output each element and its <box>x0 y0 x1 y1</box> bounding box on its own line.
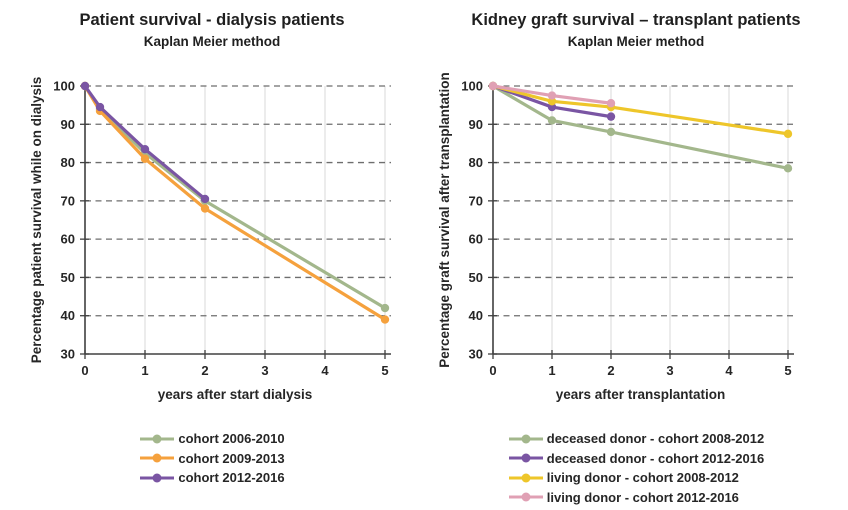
legend-item: living donor - cohort 2008-2012 <box>508 468 764 488</box>
y-tick-label: 70 <box>61 193 75 208</box>
y-axis-title: Percentage patient survival while on dia… <box>29 77 44 364</box>
legend-label: deceased donor - cohort 2012-2016 <box>546 450 765 466</box>
legend-label: cohort 2009-2013 <box>178 450 285 466</box>
y-tick-label: 80 <box>469 155 483 170</box>
legend-label: cohort 2012-2016 <box>178 470 285 486</box>
data-point-marker <box>606 127 616 137</box>
data-point-marker <box>606 112 616 121</box>
legend-label: deceased donor - cohort 2008-2012 <box>546 431 765 447</box>
data-point-marker <box>380 303 390 313</box>
x-tick-label: 5 <box>784 363 791 378</box>
y-tick-label: 70 <box>469 193 483 208</box>
x-tick-label: 3 <box>261 363 268 378</box>
y-tick-label: 60 <box>61 232 75 247</box>
x-tick-label: 0 <box>81 363 88 378</box>
dialysis-plot-area: 30 40 50 60 70 80 90 100 0 1 2 3 4 5 years after start… <box>29 77 391 402</box>
legend-label: living donor - cohort 2008-2012 <box>546 470 739 486</box>
data-point-marker <box>547 116 557 125</box>
x-tick-label: 0 <box>489 363 496 378</box>
x-tick-label: 2 <box>607 363 614 378</box>
y-axis-title: Percentage graft survival after transpla… <box>437 72 452 368</box>
x-axis-title: years after start dialysis <box>158 387 313 402</box>
data-point-marker <box>140 144 150 154</box>
chart-title: Kidney graft survival – transplant patie… <box>471 11 801 29</box>
data-point-marker <box>380 315 390 324</box>
legend-marker-icon <box>140 473 175 483</box>
legend-marker-icon <box>508 453 543 463</box>
y-tick-label: 100 <box>461 79 483 94</box>
data-point-marker <box>547 91 557 100</box>
data-point-marker <box>200 194 210 204</box>
x-tick-label: 2 <box>201 363 208 378</box>
data-point-marker <box>200 204 210 213</box>
data-point-marker <box>547 102 557 112</box>
legend-item: cohort 2009-2013 <box>139 449 285 469</box>
x-tick-label: 1 <box>141 363 148 378</box>
y-tick-label: 60 <box>469 232 483 247</box>
y-tick-label: 90 <box>61 117 75 132</box>
data-point-marker <box>606 99 616 108</box>
x-tick-label: 3 <box>666 363 673 378</box>
legend-item: living donor - cohort 2012-2016 <box>508 488 764 508</box>
y-tick-label: 40 <box>469 308 483 323</box>
data-point-marker <box>783 164 793 173</box>
series-line <box>491 84 790 136</box>
series-line <box>83 84 207 201</box>
legend-item: deceased donor - cohort 2008-2012 <box>508 429 764 449</box>
y-tick-label: 40 <box>61 308 75 323</box>
x-tick-label: 1 <box>548 363 555 378</box>
legend-marker-icon <box>508 434 543 444</box>
legend-marker-icon <box>508 473 543 483</box>
series-line <box>83 84 387 322</box>
data-point-marker <box>80 81 90 91</box>
transplant-plot-area: 30 40 50 60 70 80 90 100 0 1 2 3 4 5 years after trans… <box>437 72 794 402</box>
legend-marker-icon <box>140 434 175 444</box>
transplant-survival-chart: Kidney graft survival – transplant patie… <box>424 0 848 510</box>
y-tick-label: 100 <box>53 79 75 94</box>
data-point-marker <box>488 81 498 91</box>
y-tick-label: 50 <box>469 270 483 285</box>
dialysis-legend: cohort 2006-2010 cohort 2009-2013 cohort 2… <box>0 429 424 489</box>
series-line <box>491 84 790 170</box>
x-tick-label: 4 <box>725 363 733 378</box>
y-tick-label: 50 <box>61 270 75 285</box>
chart-title: Patient survival - dialysis patients <box>79 11 345 29</box>
data-point-marker <box>547 97 557 106</box>
legend-item: cohort 2006-2010 <box>139 429 285 449</box>
legend-item: deceased donor - cohort 2012-2016 <box>508 449 764 469</box>
x-tick-label: 4 <box>321 363 329 378</box>
y-tick-label: 30 <box>61 347 75 362</box>
data-point-marker <box>95 102 105 112</box>
dialysis-survival-chart: Patient survival - dialysis patients Kap… <box>0 11 424 489</box>
y-tick-label: 30 <box>469 347 483 362</box>
legend-marker-icon <box>508 492 543 502</box>
transplant-legend: deceased donor - cohort 2008-2012 decease… <box>424 429 848 508</box>
legend-items: cohort 2006-2010 cohort 2009-2013 cohort 2… <box>139 429 285 488</box>
data-point-marker <box>783 129 793 139</box>
y-tick-label: 80 <box>61 155 75 170</box>
legend-item: cohort 2012-2016 <box>139 468 285 488</box>
y-tick-label: 90 <box>469 117 483 132</box>
chart-subtitle: Kaplan Meier method <box>567 34 705 49</box>
legend-marker-icon <box>140 453 175 463</box>
data-point-marker <box>140 154 150 163</box>
x-axis-title: years after transplantation <box>556 387 726 402</box>
chart-subtitle: Kaplan Meier method <box>143 34 281 49</box>
legend-label: cohort 2006-2010 <box>178 431 285 447</box>
x-tick-label: 5 <box>381 363 388 378</box>
legend-label: living donor - cohort 2012-2016 <box>546 489 739 505</box>
series-line <box>83 84 387 310</box>
legend-items: deceased donor - cohort 2008-2012 decease… <box>508 429 764 507</box>
